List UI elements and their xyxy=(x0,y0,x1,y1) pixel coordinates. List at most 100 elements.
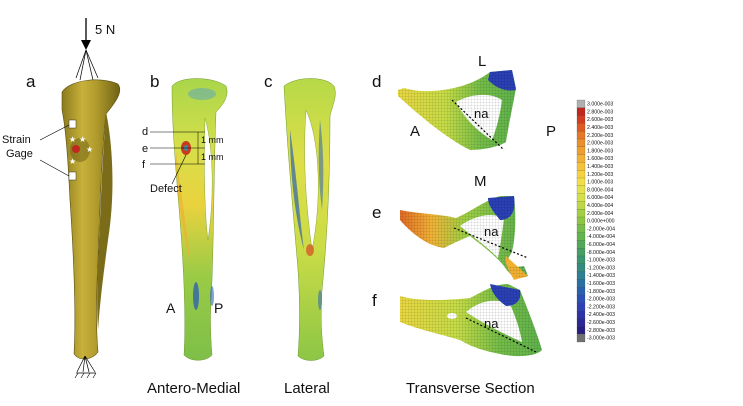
panel-b-letter: b xyxy=(150,72,159,91)
bone-model-b xyxy=(171,78,228,361)
fixed-support xyxy=(74,355,97,379)
svg-text:★: ★ xyxy=(69,135,76,144)
caption-lateral: Lateral xyxy=(284,380,330,397)
svg-text:★: ★ xyxy=(86,145,93,154)
colorbar-tick-label: 3.000e-003 xyxy=(587,102,613,108)
colorbar-tick-label: 1.200e-003 xyxy=(587,172,613,178)
label-P-panel-b: P xyxy=(214,300,223,316)
colorbar-swatch xyxy=(576,271,586,280)
colorbar-swatch xyxy=(576,287,586,296)
section-label-f: f xyxy=(142,159,146,171)
colorbar-tick-label: 2.200e-003 xyxy=(587,133,613,139)
section-d xyxy=(398,70,516,150)
label-P-section: P xyxy=(546,123,556,140)
dim-label-2: 1 mm xyxy=(201,152,224,162)
colorbar-tick-label: 4.000e-004 xyxy=(587,203,613,209)
colorbar-swatch xyxy=(576,138,586,148)
load-arrow xyxy=(75,18,99,81)
colorbar-tick-label: -2.000e-004 xyxy=(587,226,615,232)
colorbar-tick-label: 2.800e-003 xyxy=(587,109,613,115)
colorbar-tick-label: -4.000e-004 xyxy=(587,234,615,240)
colorbar-tick-label: -1.400e-003 xyxy=(587,273,615,279)
colorbar-tick-label: -1.800e-003 xyxy=(587,289,615,295)
label-na-e: na xyxy=(484,224,499,239)
gage-leader-lower xyxy=(39,159,70,177)
colorbar-tick-label: -1.200e-003 xyxy=(587,265,615,271)
caption-antero-medial: Antero-Medial xyxy=(147,380,240,397)
colorbar-swatch xyxy=(576,107,586,116)
panel-d-letter: d xyxy=(372,72,381,91)
bone-model-c xyxy=(283,78,336,361)
neutral-axis-e xyxy=(453,227,529,259)
panel-f-letter: f xyxy=(372,291,377,310)
colorbar-tick-label: 6.000e-004 xyxy=(587,195,613,201)
colorbar-swatch xyxy=(576,201,586,210)
colorbar-swatch xyxy=(576,255,586,265)
colorbar-tick-label: 1.400e-003 xyxy=(587,164,613,170)
colorbar-tick-label: 1.000e-003 xyxy=(587,180,613,186)
colorbar-swatch xyxy=(576,310,586,319)
colorbar-swatch xyxy=(576,123,586,132)
svg-text:★: ★ xyxy=(59,145,66,154)
colorbar-tick-label: -2.800e-003 xyxy=(587,328,615,334)
colorbar-tick-label: -2.400e-003 xyxy=(587,312,615,318)
svg-text:★: ★ xyxy=(79,135,86,144)
colorbar-tick-label: -2.200e-003 xyxy=(587,304,615,310)
section-label-e: e xyxy=(142,143,148,155)
colorbar-swatch xyxy=(576,240,586,249)
section-e xyxy=(400,196,528,280)
colorbar-tick-label: -1.600e-003 xyxy=(587,281,615,287)
colorbar-tick-label: -3.000e-003 xyxy=(587,336,615,342)
colorbar-tick-label: -2.600e-003 xyxy=(587,320,615,326)
colorbar-tick-label: -6.000e-004 xyxy=(587,242,615,248)
strain-gage-lower xyxy=(68,171,77,181)
strain-gage-label-line1: Strain xyxy=(2,134,31,146)
colorbar-swatch xyxy=(576,248,586,257)
colorbar-tick-label: -2.000e-003 xyxy=(587,297,615,303)
colorbar-swatch xyxy=(576,115,586,124)
caption-transverse-section: Transverse Section xyxy=(406,380,535,397)
panel-c-letter: c xyxy=(264,72,273,91)
colorbar-swatch xyxy=(576,232,586,241)
colorbar-swatch xyxy=(576,131,586,140)
colorbar-tick-label: -1.000e-003 xyxy=(587,258,615,264)
colorbar-swatch xyxy=(576,216,586,226)
colorbar-tick-label: 2.000e-004 xyxy=(587,211,613,217)
colorbar-tick-label: 8.000e-004 xyxy=(587,187,613,193)
colorbar-swatch xyxy=(576,224,586,233)
colorbar-tick-label: 1.600e-003 xyxy=(587,156,613,162)
svg-text:★: ★ xyxy=(69,157,76,166)
colorbar-swatch xyxy=(576,302,586,311)
label-M: M xyxy=(474,173,487,190)
defect-label: Defect xyxy=(150,183,182,195)
defect-marker xyxy=(72,145,80,153)
label-A-panel-b: A xyxy=(166,300,176,316)
colorbar-swatch xyxy=(576,279,586,288)
label-na-d: na xyxy=(474,106,489,121)
colorbar-swatch xyxy=(576,333,586,343)
colorbar-tick-label: 2.000e-003 xyxy=(587,141,613,147)
defect-leader xyxy=(171,154,187,185)
colorbar-tick-label: 2.600e-003 xyxy=(587,117,613,123)
panel-a-letter: a xyxy=(26,72,36,91)
label-L: L xyxy=(478,53,486,70)
label-A-section: A xyxy=(410,123,420,140)
colorbar-swatch xyxy=(576,294,586,304)
colorbar-swatch xyxy=(576,170,586,179)
label-na-f: na xyxy=(484,316,499,331)
colorbar-tick-label: 0.000e+000 xyxy=(587,219,615,225)
colorbar-swatch xyxy=(576,154,586,163)
colorbar-swatch xyxy=(576,177,586,187)
dim-label-1: 1 mm xyxy=(201,135,224,145)
colorbar-swatch xyxy=(576,263,586,272)
colorbar-swatch xyxy=(576,146,586,155)
colorbar-swatch xyxy=(576,185,586,194)
neutral-axis-d xyxy=(451,99,505,151)
neutral-axis-f xyxy=(465,317,537,353)
panel-e-letter: e xyxy=(372,203,381,222)
colorbar-swatch xyxy=(576,193,586,202)
colorbar-swatch xyxy=(576,318,586,327)
load-label: 5 N xyxy=(95,22,115,37)
